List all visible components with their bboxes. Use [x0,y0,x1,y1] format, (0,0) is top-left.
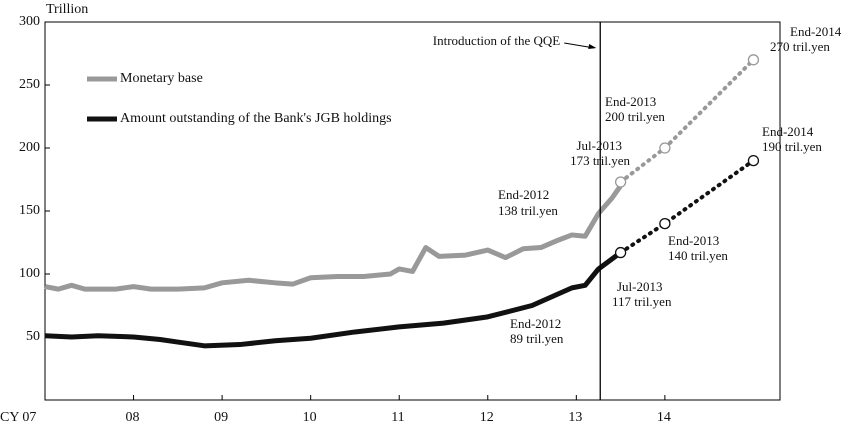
x-tick-label: 09 [214,410,228,425]
annotation: 138 tril.yen [498,203,558,218]
y-tick-label: 100 [19,266,40,281]
annotation: End-2013 [668,233,719,248]
legend-label: Amount outstanding of the Bank's JGB hol… [120,111,392,126]
x-tick-label: 08 [126,410,140,425]
y-tick-label: 250 [19,77,40,92]
y-tick-label: 200 [19,140,40,155]
y-tick-label: 300 [19,14,40,29]
annotation: End-2014 [762,124,814,139]
annotation: End-2013 [605,94,656,109]
annotation: 190 tril.yen [762,139,822,154]
annotation: 200 tril.yen [605,109,665,124]
legend-label: Monetary base [120,71,203,86]
y-axis-label: Trillion [46,2,88,17]
annotation: Jul-2013 [617,279,663,294]
projection-point [614,246,627,259]
projection-point [614,176,627,188]
annotation: 117 tril.yen [612,294,672,309]
annotation: 140 tril.yen [668,248,728,263]
annotation: 270 tril.yen [770,39,830,54]
projection-point [659,142,671,154]
annotation: 173 tril.yen [570,153,630,168]
y-tick-label: 150 [19,203,40,218]
annotation: End-2014 [790,24,842,39]
annotation: 89 tril.yen [510,331,564,346]
x-tick-label: 13 [568,410,582,425]
x-tick-label: 11 [391,410,404,425]
event-arrowhead [588,44,597,49]
annotation: End-2012 [498,187,549,202]
annotation: Jul-2013 [577,138,623,153]
projection-point [747,54,760,66]
projection-line [618,158,756,255]
x-tick-label: 14 [657,410,671,425]
projection-point [659,217,671,230]
x-tick-label: 12 [480,410,494,425]
x-tick-label: 10 [303,410,317,425]
series-line [44,184,623,292]
projection-point [747,154,760,167]
x-tick-label: CY 07 [0,410,36,425]
annotation: End-2012 [510,316,561,331]
series-line [44,250,623,349]
event-label: Introduction of the QQE [433,33,561,48]
y-tick-label: 50 [26,329,40,344]
